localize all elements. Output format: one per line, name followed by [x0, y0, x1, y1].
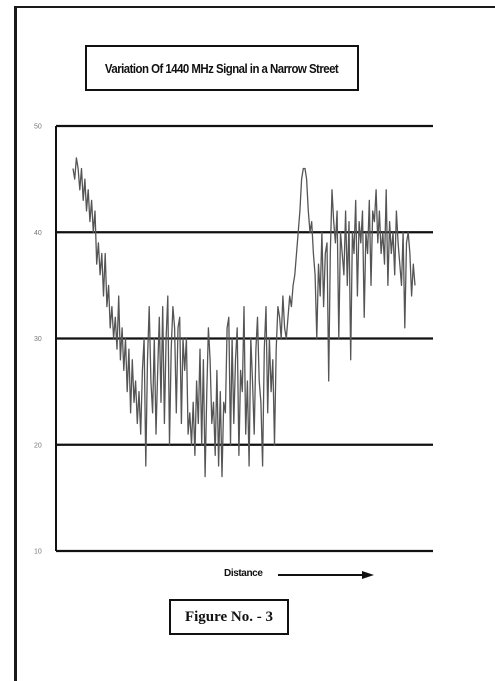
y-tick-label-20: 20: [34, 442, 42, 449]
chart-title-box: Variation Of 1440 MHz Signal in a Narrow…: [85, 45, 359, 91]
y-tick-label-50: 50: [34, 124, 42, 131]
figure-caption-box: Figure No. - 3: [169, 599, 289, 635]
distance-arrow-icon: [278, 571, 374, 579]
plot-area: [55, 126, 416, 551]
y-axis-ticks: 10 20 30 40 50: [34, 124, 42, 556]
chart-title: Variation Of 1440 MHz Signal in a Narrow…: [105, 60, 339, 76]
page-frame-top: [14, 6, 495, 8]
y-tick-label-10: 10: [34, 549, 42, 556]
page-frame-left: [14, 6, 17, 681]
x-axis-label: Distance: [224, 568, 263, 579]
series-line-signal: [72, 157, 416, 478]
y-tick-label-30: 30: [34, 336, 42, 343]
y-tick-label-40: 40: [34, 230, 42, 237]
figure-caption: Figure No. - 3: [184, 608, 274, 625]
